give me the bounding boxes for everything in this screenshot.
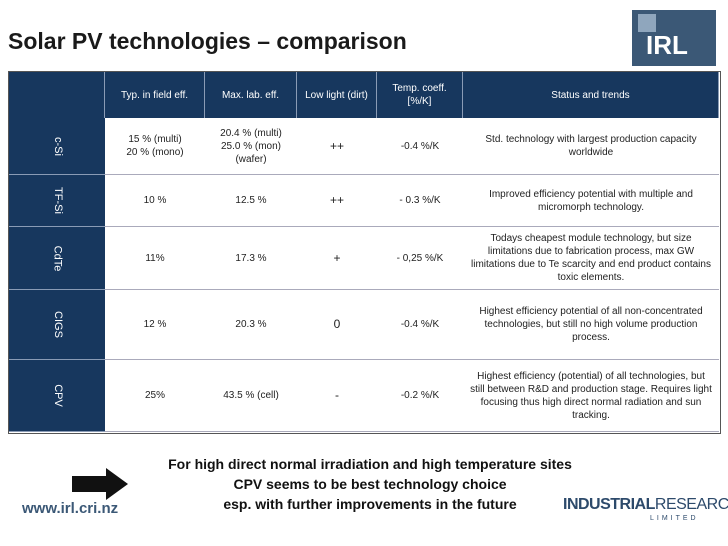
cell: ++ bbox=[297, 175, 377, 227]
cell: 25% bbox=[105, 360, 205, 432]
cell-line: 25.0 % (mon) bbox=[220, 140, 282, 152]
cell: 10 % bbox=[105, 175, 205, 227]
cell: - bbox=[297, 360, 377, 432]
row-label: c-Si bbox=[9, 118, 105, 175]
row-label: CPV bbox=[9, 360, 105, 432]
row-label: CIGS bbox=[9, 290, 105, 360]
cell: Highest efficiency potential of all non-… bbox=[463, 290, 719, 360]
cell: + bbox=[297, 227, 377, 290]
row-label-text: CdTe bbox=[51, 245, 64, 271]
cell: 20.4 % (multi) 25.0 % (mon) (wafer) bbox=[205, 118, 297, 175]
cell: Todays cheapest module technology, but s… bbox=[463, 227, 719, 290]
column-header: Low light (dirt) bbox=[297, 72, 377, 118]
footer-line: For high direct normal irradiation and h… bbox=[168, 456, 572, 472]
cell: 17.3 % bbox=[205, 227, 297, 290]
cell: Std. technology with largest production … bbox=[463, 118, 719, 175]
cell: -0.4 %/K bbox=[377, 118, 463, 175]
footer-line: CPV seems to be best technology choice bbox=[233, 476, 507, 492]
cell: 20.3 % bbox=[205, 290, 297, 360]
table-frame bbox=[8, 71, 721, 434]
cell: -0.2 %/K bbox=[377, 360, 463, 432]
cell: - 0.3 %/K bbox=[377, 175, 463, 227]
cell: -0.4 %/K bbox=[377, 290, 463, 360]
row-label: TF-Si bbox=[9, 175, 105, 227]
url: www.irl.cri.nz bbox=[22, 500, 119, 517]
brand: INDUSTRIALRESEARCH bbox=[563, 496, 728, 514]
title: Solar PV technologies – comparison bbox=[8, 28, 407, 54]
logo-box: IRL bbox=[632, 10, 716, 66]
cell: Improved efficiency potential with multi… bbox=[463, 175, 719, 227]
brand-light: RESEARCH bbox=[654, 496, 728, 513]
brand-sub: LIMITED bbox=[650, 515, 699, 522]
logo-mark bbox=[638, 14, 656, 32]
row-label-text: c-Si bbox=[51, 136, 64, 156]
column-header: Temp. coeff. [%/K] bbox=[377, 72, 463, 118]
cell: 12 % bbox=[105, 290, 205, 360]
cell: - 0,25 %/K bbox=[377, 227, 463, 290]
cell: 0 bbox=[297, 290, 377, 360]
row-label: CdTe bbox=[9, 227, 105, 290]
cell: 15 % (multi) 20 % (mono) bbox=[105, 118, 205, 175]
column-header: Status and trends bbox=[463, 72, 719, 118]
brand-bold: INDUSTRIAL bbox=[563, 496, 655, 513]
cell: 12.5 % bbox=[205, 175, 297, 227]
cell-line: (wafer) bbox=[235, 153, 267, 165]
footer-line: esp. with further improvements in the fu… bbox=[223, 496, 517, 512]
column-header: Max. lab. eff. bbox=[205, 72, 297, 118]
cell: Highest efficiency (potential) of all te… bbox=[463, 360, 719, 432]
cell: ++ bbox=[297, 118, 377, 175]
cell: 11% bbox=[105, 227, 205, 290]
header-corner bbox=[9, 72, 105, 118]
cell-line: 20.4 % (multi) bbox=[220, 127, 282, 139]
row-label-text: CPV bbox=[51, 384, 64, 407]
column-header: Typ. in field eff. bbox=[105, 72, 205, 118]
row-label-text: CIGS bbox=[51, 311, 64, 338]
cell: 43.5 % (cell) bbox=[205, 360, 297, 432]
cell-line: 20 % (mono) bbox=[126, 147, 184, 158]
arrow bbox=[72, 468, 128, 500]
cell-line: 15 % (multi) bbox=[128, 134, 182, 145]
logo-text: IRL bbox=[646, 30, 688, 60]
row-label-text: TF-Si bbox=[51, 187, 64, 214]
